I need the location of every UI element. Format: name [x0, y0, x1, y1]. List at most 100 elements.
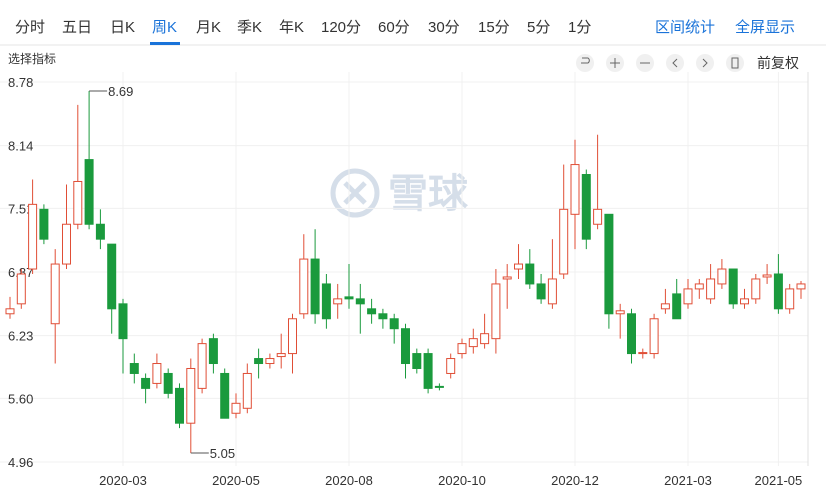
candle-body — [581, 174, 591, 240]
candle-body — [728, 268, 738, 305]
candle-body — [175, 387, 184, 424]
candle-body — [773, 273, 783, 310]
watermark: 雪球 — [388, 172, 469, 216]
candle-body — [231, 402, 241, 414]
candle-body — [785, 288, 795, 310]
tab[interactable]: 60分 — [378, 19, 410, 36]
candle-body — [129, 363, 139, 374]
candle-body — [95, 223, 105, 240]
y-tick-label: 6.23 — [8, 329, 33, 344]
candle-body — [355, 298, 365, 305]
tab[interactable]: 5分 — [527, 19, 550, 36]
candle-body — [434, 385, 444, 388]
candle-body — [457, 343, 467, 355]
tab[interactable]: 分时 — [15, 19, 45, 36]
candle-body — [423, 353, 433, 389]
candle-body — [321, 283, 331, 320]
candle-body — [299, 258, 309, 315]
tab[interactable]: 季K — [237, 19, 262, 36]
x-tick-label: 2021-03 — [664, 473, 712, 488]
candle-body — [84, 159, 94, 225]
candle-body — [570, 164, 580, 215]
candle-body — [796, 283, 806, 290]
tab-underline — [150, 42, 180, 45]
candle-body — [401, 328, 410, 365]
adjust-select[interactable]: 前复权 — [757, 55, 799, 71]
marker-label: 8.69 — [108, 84, 133, 99]
candle-body — [367, 308, 377, 315]
link[interactable]: 区间统计 — [655, 19, 715, 36]
candle-body — [593, 208, 603, 225]
y-tick-label: 6.87 — [8, 265, 33, 280]
candle-body — [152, 363, 162, 384]
candle-body — [73, 180, 83, 225]
candle-body — [276, 353, 286, 358]
candle-body — [627, 313, 636, 355]
candle-body — [762, 274, 772, 278]
candle-body — [740, 298, 749, 305]
candle-body — [208, 338, 218, 365]
candle-body — [514, 263, 523, 270]
candle-body — [706, 278, 716, 300]
tab[interactable]: 15分 — [478, 19, 510, 36]
y-tick-label: 5.60 — [8, 391, 33, 406]
tab[interactable]: 五日 — [62, 19, 92, 36]
y-tick-label: 8.14 — [8, 139, 33, 154]
tab[interactable]: 日K — [110, 19, 135, 36]
candle-body — [660, 303, 670, 310]
candle-body — [525, 263, 535, 285]
candle-body — [16, 273, 26, 305]
candle-body — [107, 243, 117, 310]
tab[interactable]: 30分 — [428, 19, 460, 36]
y-tick-label: 4.96 — [8, 455, 33, 470]
indicator-select[interactable]: 选择指标 — [8, 51, 56, 66]
candle-body — [615, 310, 625, 315]
candle-body — [536, 283, 546, 300]
x-tick-label: 2020-08 — [325, 473, 373, 488]
candle-body — [649, 318, 659, 355]
tab[interactable]: 1分 — [568, 19, 591, 36]
x-tick-label: 2021-05 — [755, 473, 803, 488]
x-tick-label: 2020-05 — [212, 473, 260, 488]
tab[interactable]: 月K — [196, 19, 221, 36]
candle-body — [62, 223, 71, 265]
tab[interactable]: 120分 — [321, 19, 361, 36]
candle-body — [412, 353, 422, 369]
candle-body — [28, 203, 38, 270]
candle-body — [389, 318, 399, 330]
candle-body — [220, 372, 230, 419]
candle-body — [547, 278, 557, 305]
x-tick-label: 2020-10 — [438, 473, 486, 488]
link[interactable]: 全屏显示 — [735, 18, 795, 36]
candle-body — [197, 343, 207, 389]
candle-body — [5, 308, 15, 315]
candle-body — [333, 298, 343, 305]
candle-body — [378, 313, 388, 320]
candle-body — [141, 377, 151, 389]
candle-body — [491, 283, 501, 340]
marker-label: 5.05 — [210, 446, 235, 461]
candle-body — [468, 338, 478, 348]
candle-body — [638, 352, 648, 355]
candle-body — [694, 283, 704, 290]
candle-body — [559, 208, 569, 275]
candle-body — [446, 358, 456, 374]
candle-body — [310, 258, 320, 315]
candle-body — [288, 318, 297, 355]
tab[interactable]: 周K — [152, 19, 177, 36]
toolbar-icons — [576, 54, 744, 72]
candle-body — [186, 367, 196, 424]
candle-body — [717, 268, 727, 285]
tab[interactable]: 年K — [279, 19, 304, 36]
candle-body — [39, 208, 49, 240]
watermark-logo — [330, 168, 380, 218]
x-tick-label: 2020-03 — [99, 473, 147, 488]
candle-body — [163, 372, 173, 394]
candle-body — [683, 288, 693, 305]
candle-body — [344, 296, 354, 300]
candle-body — [265, 358, 275, 365]
y-tick-label: 8.78 — [8, 75, 33, 90]
candle-body — [604, 213, 614, 315]
